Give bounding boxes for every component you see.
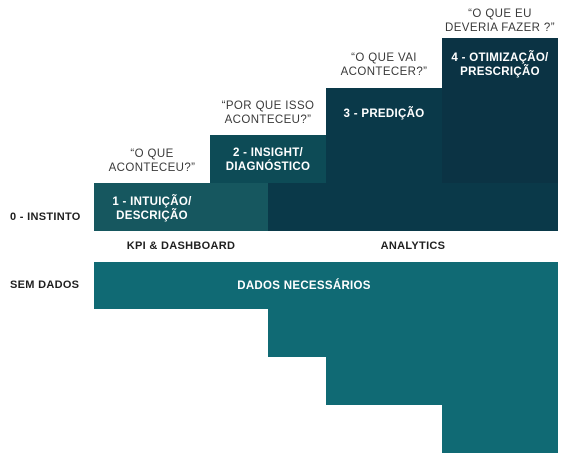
step-4-question-line2: DEVERIA FAZER ?” — [445, 22, 555, 34]
step-4-question-line1: “O QUE EU — [468, 8, 532, 20]
no-data-label: SEM DADOS — [10, 279, 80, 291]
step-3-block — [326, 88, 442, 183]
instinct-label: 0 - INSTINTO — [10, 211, 81, 223]
step-3-label-line1: 3 - PREDIÇÃO — [343, 108, 425, 120]
step-3-question: “O QUE VAI ACONTECER?” — [326, 51, 442, 79]
analytics-label: ANALYTICS — [380, 240, 446, 252]
step-4-label: 4 - OTIMIZAÇÃO/ PRESCRIÇÃO — [442, 51, 558, 79]
step-4-label-line1: 4 - OTIMIZAÇÃO/ — [451, 52, 549, 64]
step-3-question-line1: “O QUE VAI — [351, 52, 417, 64]
step-4-label-line2: PRESCRIÇÃO — [460, 66, 540, 78]
step-1-block — [94, 183, 268, 231]
step-2-label: 2 - INSIGHT/ DIAGNÓSTICO — [210, 146, 326, 174]
step-1-label-line2: DESCRIÇÃO — [116, 210, 188, 222]
step-2-label-line1: 2 - INSIGHT/ — [232, 147, 304, 159]
step-4-block — [442, 38, 558, 183]
data-band-step-2 — [268, 309, 558, 357]
step-3-label: 3 - PREDIÇÃO — [326, 107, 442, 121]
step-1-question-line1: “O QUE — [130, 148, 174, 160]
step-1-label-line1: 1 - INTUIÇÃO/ — [112, 196, 192, 208]
step-2-block — [210, 135, 326, 183]
step-2-question-line1: “POR QUE ISSO — [221, 100, 315, 112]
kpi-dashboard-label: KPI & DASHBOARD — [126, 240, 236, 252]
data-band-step-3 — [326, 357, 558, 405]
step-2-question: “POR QUE ISSO ACONTECEU?” — [210, 99, 326, 127]
step-2-question-line2: ACONTECEU?” — [224, 114, 312, 126]
step-2-label-line2: DIAGNÓSTICO — [225, 161, 311, 173]
data-band-step-4 — [442, 405, 558, 453]
step-1-question-line2: ACONTECEU?” — [108, 162, 196, 174]
step-3-question-line2: ACONTECER?” — [340, 66, 428, 78]
step-4-question: “O QUE EU DEVERIA FAZER ?” — [442, 7, 558, 35]
step-1-question: “O QUE ACONTECEU?” — [94, 147, 210, 175]
step-dark-lower — [268, 183, 558, 231]
data-band-top — [94, 262, 558, 309]
data-needed-label: DADOS NECESSÁRIOS — [237, 280, 371, 292]
step-1-label: 1 - INTUIÇÃO/ DESCRIÇÃO — [94, 195, 210, 223]
